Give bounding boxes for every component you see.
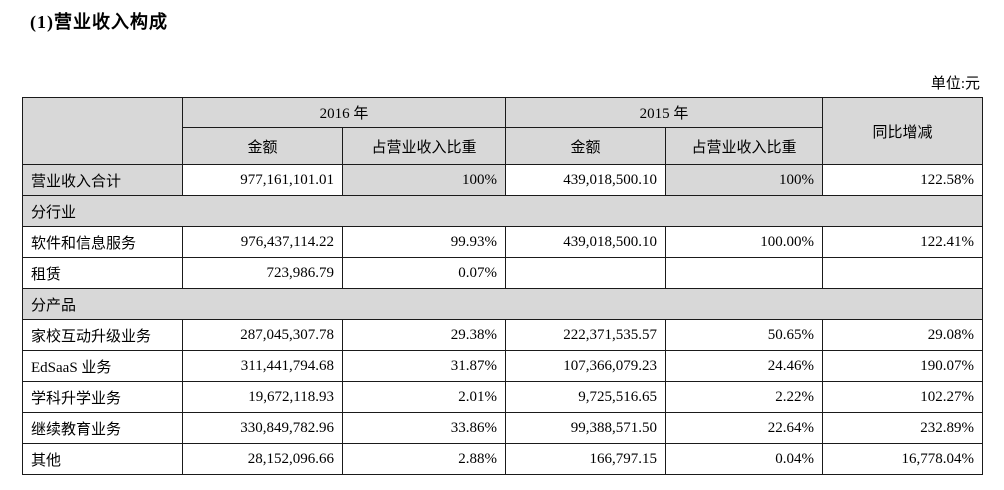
row-label: 租赁 (22, 257, 183, 289)
header-ratio-2015: 占营业收入比重 (665, 127, 824, 165)
ratio-2016: 2.88% (341, 443, 507, 475)
table-header: 2016 年 2015 年 同比增减 金额 占营业收入比重 金额 占营业收入比重 (22, 97, 984, 165)
table-row: 租赁 723,986.79 0.07% (22, 257, 984, 289)
header-year-2015: 2015 年 (505, 97, 824, 128)
ratio-2016: 2.01% (341, 381, 507, 413)
table-body: 营业收入合计 977,161,101.01 100% 439,018,500.10 10… (21, 164, 984, 475)
ratio-2015: 2.22% (665, 381, 824, 413)
table-row: 其他 28,152,096.66 2.88% 166,797.15 0.04% 16,77… (22, 443, 984, 475)
yoy-change: 232.89% (822, 412, 984, 444)
yoy-change: 190.07% (822, 350, 984, 382)
amount-2015: 439,018,500.10 (505, 164, 667, 196)
amount-2015: 222,371,535.57 (505, 319, 667, 351)
row-label: 软件和信息服务 (22, 226, 183, 258)
header-amount-2016: 金额 (182, 127, 343, 165)
section-row: 分行业 (21, 195, 984, 227)
header-yoy-change: 同比增减 (822, 97, 984, 165)
amount-2016: 976,437,114.22 (182, 226, 343, 258)
amount-2015: 9,725,516.65 (505, 381, 667, 413)
ratio-2016: 99.93% (341, 226, 507, 258)
section-row: 分产品 (21, 288, 984, 320)
amount-2015: 107,366,079.23 (505, 350, 667, 382)
row-label: EdSaaS 业务 (22, 350, 183, 382)
ratio-2015: 22.64% (665, 412, 824, 444)
amount-2016: 287,045,307.78 (182, 319, 343, 351)
yoy-change: 122.58% (822, 164, 984, 196)
yoy-change: 122.41% (822, 226, 984, 258)
table-row: 营业收入合计 977,161,101.01 100% 439,018,500.10 10… (22, 164, 984, 196)
ratio-2015: 100% (665, 164, 824, 196)
ratio-2016: 100% (341, 164, 507, 196)
ratio-2016: 31.87% (341, 350, 507, 382)
yoy-change: 102.27% (822, 381, 984, 413)
amount-2015: 439,018,500.10 (505, 226, 667, 258)
header-corner-cell (22, 97, 183, 165)
amount-2016: 28,152,096.66 (182, 443, 343, 475)
amount-2016: 977,161,101.01 (182, 164, 343, 196)
ratio-2015: 100.00% (665, 226, 824, 258)
section-title: (1)营业收入构成 (30, 12, 168, 32)
ratio-2016: 29.38% (341, 319, 507, 351)
revenue-composition-table: 2016 年 2015 年 同比增减 金额 占营业收入比重 金额 占营业收入比重… (21, 97, 984, 475)
table-row: EdSaaS 业务 311,441,794.68 31.87% 107,366,079… (22, 350, 984, 382)
amount-2015: 166,797.15 (505, 443, 667, 475)
ratio-2015: 0.04% (665, 443, 824, 475)
table-row: 家校互动升级业务 287,045,307.78 29.38% 222,371,535.… (22, 319, 984, 351)
row-label: 营业收入合计 (22, 164, 183, 196)
amount-2016: 330,849,782.96 (182, 412, 343, 444)
amount-2016: 19,672,118.93 (182, 381, 343, 413)
row-label: 继续教育业务 (22, 412, 183, 444)
row-label: 学科升学业务 (22, 381, 183, 413)
row-label: 其他 (22, 443, 183, 475)
amount-2015 (505, 257, 667, 289)
table-row: 软件和信息服务 976,437,114.22 99.93% 439,018,500.1… (22, 226, 984, 258)
table-row: 继续教育业务 330,849,782.96 33.86% 99,388,571.50 2… (22, 412, 984, 444)
section-label: 分产品 (21, 288, 984, 320)
ratio-2015 (665, 257, 824, 289)
ratio-2015: 50.65% (665, 319, 824, 351)
header-amount-2015: 金额 (505, 127, 667, 165)
yoy-change: 16,778.04% (822, 443, 984, 475)
ratio-2016: 33.86% (341, 412, 507, 444)
amount-2016: 723,986.79 (182, 257, 343, 289)
ratio-2016: 0.07% (341, 257, 507, 289)
section-label: 分行业 (21, 195, 984, 227)
header-ratio-2016: 占营业收入比重 (341, 127, 507, 165)
amount-2015: 99,388,571.50 (505, 412, 667, 444)
unit-label: 单位:元 (930, 76, 980, 92)
yoy-change: 29.08% (822, 319, 984, 351)
amount-2016: 311,441,794.68 (182, 350, 343, 382)
row-label: 家校互动升级业务 (22, 319, 183, 351)
table-row: 学科升学业务 19,672,118.93 2.01% 9,725,516.65 2.22… (22, 381, 984, 413)
header-year-2016: 2016 年 (181, 97, 507, 128)
yoy-change (822, 257, 984, 289)
ratio-2015: 24.46% (665, 350, 824, 382)
header-row-subcolumns: 金额 占营业收入比重 金额 占营业收入比重 (23, 127, 983, 165)
header-row-years: 2016 年 2015 年 同比增减 (22, 97, 984, 165)
